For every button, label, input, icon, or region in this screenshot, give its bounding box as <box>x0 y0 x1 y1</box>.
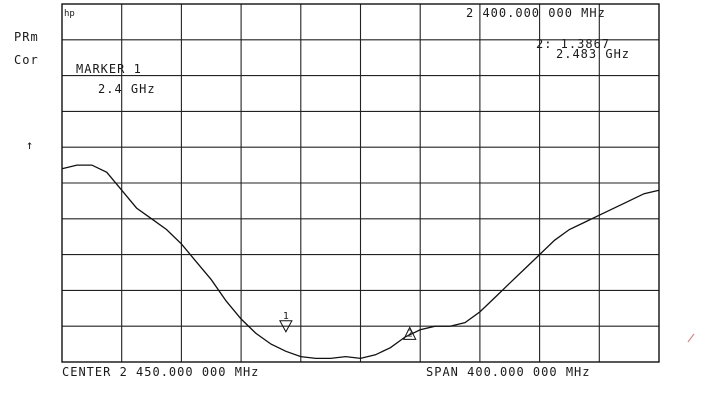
marker-label: 1 <box>283 311 289 322</box>
center-frequency-label: CENTER 2 450.000 000 MHz <box>62 365 259 379</box>
marker-label: 2 <box>407 328 413 339</box>
marker-title: MARKER 1 <box>76 62 142 76</box>
trace-group <box>61 164 660 360</box>
plot-frame <box>61 3 660 363</box>
marker-triangle-icon <box>279 320 293 333</box>
marker-frequency-readout: 2 400.000 000 MHz <box>466 6 606 20</box>
marker-value: 2.4 GHz <box>98 82 156 96</box>
side-label-prm: PRm <box>14 30 39 44</box>
reference-arrow-icon: ↑ <box>26 138 34 152</box>
marker-2: 2 <box>402 326 417 340</box>
span-label: SPAN 400.000 000 MHz <box>426 365 591 379</box>
marker-1: 1 <box>279 311 293 333</box>
pen-mark <box>687 333 695 343</box>
trace-line-0 <box>61 164 660 360</box>
delta-marker-value: 2: 1.3867 <box>536 37 610 51</box>
side-label-cor: Cor <box>14 53 39 67</box>
hp-logo: hp <box>64 9 75 19</box>
marker-group: 12 <box>279 311 417 340</box>
graticule <box>62 4 659 362</box>
delta-marker-frequency: 2.483 GHz <box>556 47 630 61</box>
marker-triangle-icon <box>402 326 417 340</box>
